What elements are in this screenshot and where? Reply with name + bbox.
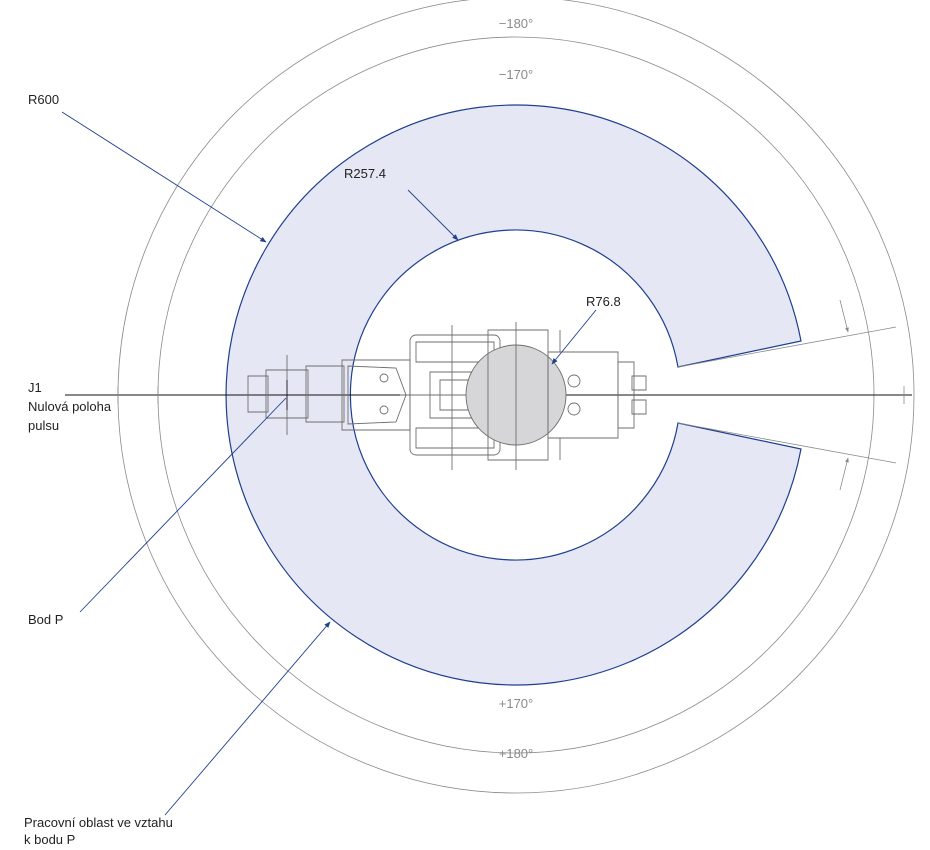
leader-r257 [407,189,459,241]
angle-arrow-upper [839,299,849,333]
leader-r600 [61,111,267,243]
angle-label-minus180: −180° [499,16,533,31]
angle-label-minus170: −170° [499,67,533,82]
work-area-region [225,104,802,686]
angle-label-plus180: +180° [499,746,533,761]
limit-line-lower [677,422,897,464]
angle-label-plus170: +170° [499,696,533,711]
label-r76: R76.8 [586,294,621,309]
label-work-area: Pracovní oblast ve vztahu [24,815,173,830]
robot-top-view [248,322,646,470]
label-j1: J1 [28,380,42,395]
leader-work-area [164,621,331,816]
label-r600: R600 [28,92,59,107]
leader-r76 [551,309,597,365]
label-bod-p: Bod P [28,612,63,627]
label-r257: R257.4 [344,166,386,181]
label-work-area-2: k bodu P [24,832,75,847]
label-j1-zero: Nulová poloha [28,399,112,414]
leader-bod-p [79,397,287,613]
angle-arrow-lower [839,457,849,491]
label-j1-pulse: pulsu [28,418,59,433]
limit-line-upper [677,326,897,368]
